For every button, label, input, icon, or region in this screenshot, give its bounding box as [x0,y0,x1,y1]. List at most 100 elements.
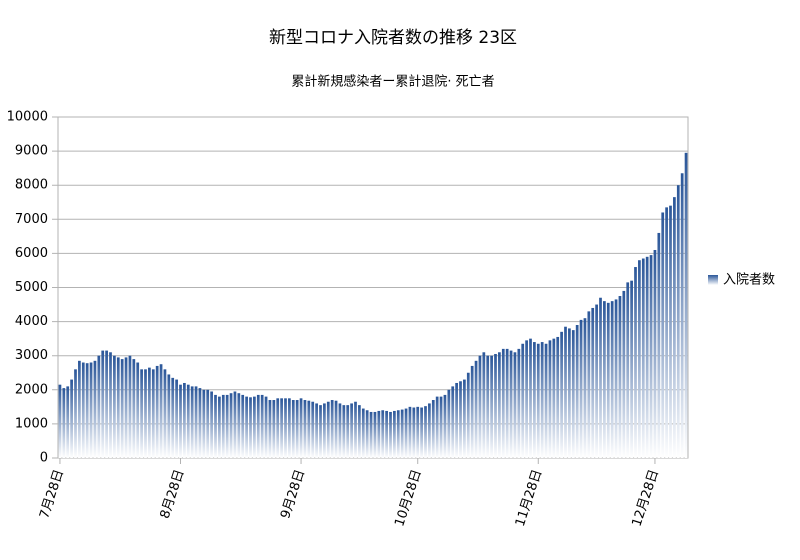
bar [78,360,81,458]
bar [525,340,528,458]
y-tick-label: 8000 [15,178,48,193]
bar [486,355,490,458]
bar [560,331,563,458]
bar [206,389,210,458]
bar [377,410,381,458]
bar [93,360,97,458]
bar [571,330,575,458]
bar [575,325,579,458]
bar [583,318,587,458]
bar [66,386,70,458]
bar [435,396,439,458]
bar [606,302,610,458]
bar [62,388,66,458]
bar [610,301,614,458]
bar [284,398,287,458]
bar [568,328,571,458]
bar [109,352,112,458]
bar [649,255,653,458]
y-tick-label: 5000 [15,280,48,295]
bar [276,398,280,458]
bar [412,407,416,458]
y-tick-label: 0 [40,451,48,466]
bar [505,348,509,458]
bar [673,197,676,458]
bar [315,403,318,458]
bar [365,410,369,458]
bar [311,401,315,458]
bar [358,405,361,458]
y-tick-label: 4000 [15,314,48,329]
bar [676,185,680,458]
y-tick-label: 7000 [15,212,48,227]
bar [326,401,330,458]
bar [400,409,404,458]
bar [221,394,225,458]
bar [494,353,497,458]
bar [214,394,217,458]
bar [151,369,155,458]
bar [260,394,264,458]
bar [330,400,334,458]
bar [319,405,322,458]
bar [653,249,657,458]
bar [233,391,237,458]
bar [424,406,427,458]
legend-label: 入院者数 [723,273,775,288]
bar [641,258,645,458]
bar [144,369,147,458]
bar [638,260,641,458]
bar [148,367,151,458]
bar [373,411,377,458]
bar [338,403,342,458]
bar [241,394,245,458]
bar [89,362,93,458]
bar [490,355,493,458]
bar [124,357,128,458]
bar [645,256,649,458]
bar [552,338,556,458]
bar [389,411,392,458]
bar [544,343,548,458]
bar [58,384,62,458]
bar [128,355,132,458]
bar [163,369,167,458]
bar [155,365,159,458]
bar [334,400,338,458]
bar [466,372,470,458]
bar [548,340,552,458]
bar [599,297,602,458]
bar [346,405,350,458]
bar [167,374,171,458]
bar [381,410,385,458]
bar [307,400,311,458]
bar [175,379,178,458]
bar [501,348,505,458]
bar [186,384,190,458]
bar [140,369,143,458]
bar [136,362,140,458]
bar [680,173,684,458]
bar [120,359,124,458]
bar [280,398,283,458]
bar [159,364,163,458]
bar [626,282,630,458]
bar [218,396,221,458]
bar [416,406,420,458]
bar [428,403,431,458]
y-tick-label: 1000 [15,416,48,431]
bar [463,379,466,458]
bar [478,355,482,458]
bar [245,396,248,458]
bar [591,307,595,458]
bar [439,396,443,458]
bar [396,410,400,458]
bar [393,410,396,458]
bar [116,357,120,458]
bar [455,382,458,458]
bar [85,363,89,458]
bar [354,401,357,458]
y-tick-label: 3000 [15,348,48,363]
bar [509,350,513,458]
